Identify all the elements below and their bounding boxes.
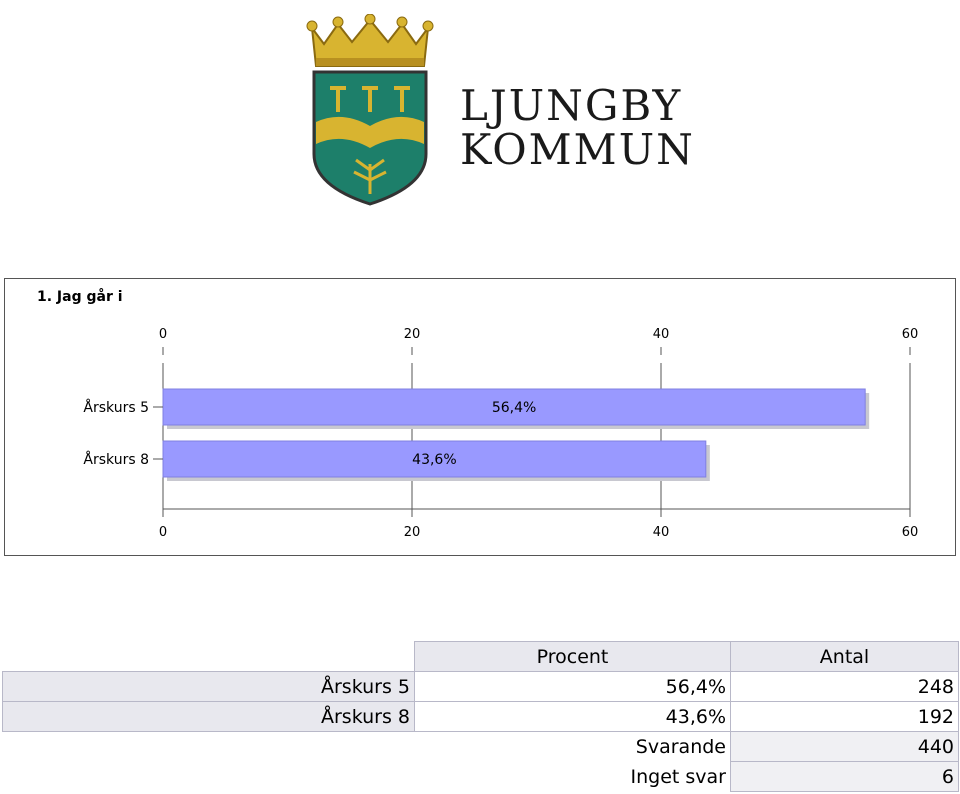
total-row: Inget svar 6 xyxy=(3,761,959,792)
total-count: 6 xyxy=(730,761,959,792)
category-label: Årskurs 5 xyxy=(83,399,149,416)
row-percent: 43,6% xyxy=(414,701,731,732)
category-label: Årskurs 8 xyxy=(83,451,149,468)
row-count: 248 xyxy=(730,671,959,702)
x-tick-label-bottom: 40 xyxy=(653,525,670,540)
org-name: LJUNGBY KOMMUN xyxy=(460,84,695,172)
table-row: Årskurs 8 43,6% 192 xyxy=(2,701,959,732)
table-row: Årskurs 5 56,4% 248 xyxy=(2,671,959,702)
x-tick-label-bottom: 0 xyxy=(159,525,167,540)
total-label: Inget svar xyxy=(630,765,726,788)
x-tick-label-bottom: 60 xyxy=(902,525,919,540)
x-tick-label-top: 20 xyxy=(404,327,421,342)
blank-cell xyxy=(3,762,415,792)
x-tick-label-top: 0 xyxy=(159,327,167,342)
bar-chart: 0 0 20 20 40 40 60 60 56,4% Årskurs 5 43,6% Årskurs… xyxy=(83,327,919,540)
ljungby-kommun-logo: LJUNGBY KOMMUN xyxy=(300,13,720,210)
org-name-line1: LJUNGBY xyxy=(460,81,683,130)
blank-cell xyxy=(3,732,415,762)
row-percent: 56,4% xyxy=(414,671,731,702)
bar xyxy=(162,440,707,478)
row-count: 192 xyxy=(730,701,959,732)
header-percent: Procent xyxy=(414,641,731,672)
data-label: 43,6% xyxy=(412,452,456,468)
row-label: Årskurs 5 xyxy=(2,671,415,702)
org-name-line2: KOMMUN xyxy=(460,125,695,174)
header-count: Antal xyxy=(730,641,959,672)
shield-icon xyxy=(312,70,428,206)
bar xyxy=(162,388,866,426)
x-tick-label-bottom: 20 xyxy=(404,525,421,540)
table-corner xyxy=(3,642,415,672)
table-header-row: Procent Antal xyxy=(3,641,959,672)
summary-table: Procent Antal Årskurs 5 56,4% 248 Årskur… xyxy=(2,641,959,792)
chart-title: 1. Jag går i xyxy=(37,289,123,305)
total-row: Svarande 440 xyxy=(3,731,959,762)
chart-panel: 1. Jag går i 0 0 20 20 40 40 60 60 56,4% Årskurs … xyxy=(4,278,956,556)
x-tick-label-top: 40 xyxy=(653,327,670,342)
total-label: Svarande xyxy=(635,735,726,758)
data-label: 56,4% xyxy=(492,400,536,416)
row-label: Årskurs 8 xyxy=(2,701,415,732)
coat-of-arms-icon xyxy=(306,13,434,206)
total-count: 440 xyxy=(730,731,959,762)
x-tick-label-top: 60 xyxy=(902,327,919,342)
crown-icon xyxy=(306,13,434,67)
